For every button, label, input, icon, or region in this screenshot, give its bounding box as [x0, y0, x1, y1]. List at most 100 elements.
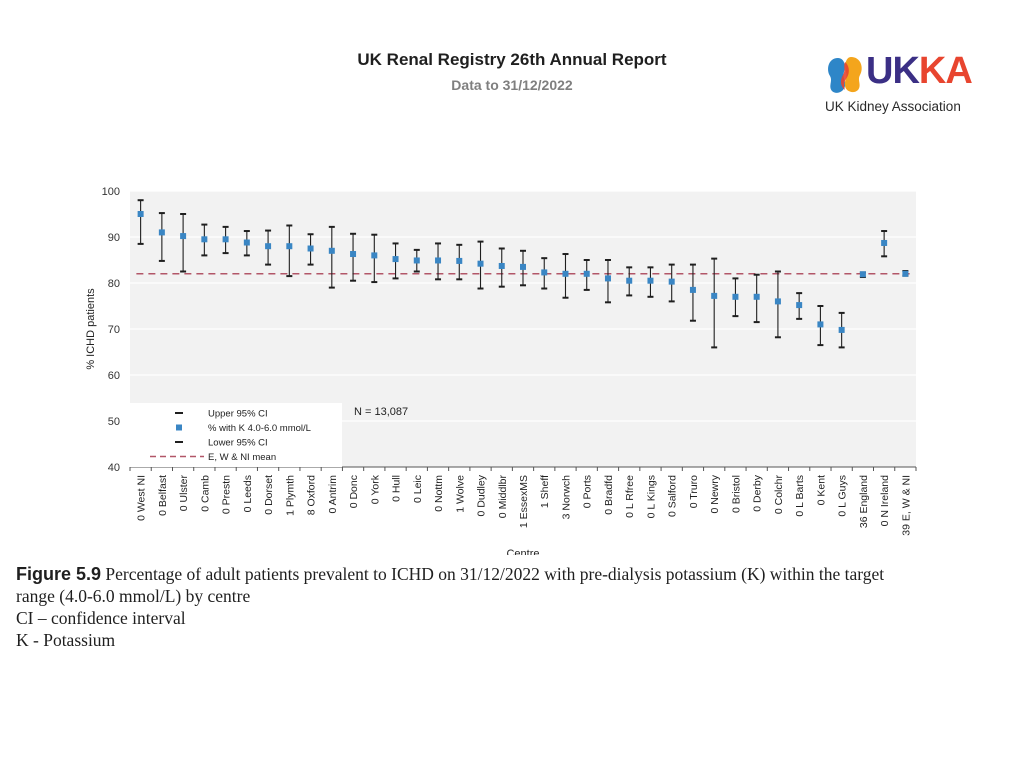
x-tick-label: 0 Prestn	[221, 475, 233, 514]
data-point	[435, 257, 442, 264]
x-tick-label: 0 Derby	[752, 474, 764, 512]
x-tick-label: 0 Hull	[391, 475, 403, 502]
y-tick-label-80: 80	[108, 278, 120, 290]
x-tick-label: 0 L Rfree	[624, 475, 636, 518]
x-tick-label: 0 Middlbr	[497, 474, 509, 518]
figure-label: Figure 5.9	[16, 564, 102, 584]
data-point	[222, 236, 229, 243]
legend-label: E, W & NI mean	[208, 452, 276, 463]
data-point	[562, 270, 569, 277]
data-point	[817, 321, 824, 328]
x-tick-label: 0 Colchr	[773, 475, 785, 515]
caption-text-2: range (4.0-6.0 mmol/L) by centre	[16, 586, 251, 606]
report-subtitle: Data to 31/12/2022	[451, 77, 573, 93]
data-point	[753, 293, 760, 300]
legend-label: Lower 95% CI	[208, 438, 268, 449]
x-tick-label: 0 Bristol	[730, 475, 742, 513]
data-point	[711, 292, 718, 299]
kidney-logo-icon	[828, 57, 862, 93]
data-point	[838, 326, 845, 333]
data-point	[180, 233, 187, 240]
caption-note-ci: CI – confidence interval	[16, 608, 186, 628]
x-tick-label: 0 West NI	[136, 475, 148, 521]
x-tick-label: 1 EssexMS	[518, 475, 530, 528]
x-tick-label: 0 Newry	[709, 474, 721, 513]
x-tick-label: 0 York	[369, 474, 381, 504]
data-point	[859, 271, 866, 278]
x-axis-title: Centre	[506, 548, 539, 555]
data-point	[541, 269, 548, 276]
data-point	[668, 278, 675, 285]
data-point	[243, 239, 250, 246]
y-tick-label-60: 60	[108, 370, 120, 382]
x-tick-label: 0 Truro	[688, 475, 700, 508]
x-tick-label: 0 Bradfd	[603, 475, 615, 515]
data-point	[201, 236, 208, 243]
sample-size-annotation: N = 13,087	[354, 406, 408, 418]
data-point	[158, 229, 165, 236]
x-tick-label: 0 Ports	[582, 475, 594, 508]
data-point	[413, 257, 420, 264]
logo-wordmark: UKKA	[866, 50, 973, 92]
x-tick-label: 1 Sheff	[539, 475, 551, 508]
data-point	[498, 262, 505, 269]
data-point	[392, 256, 399, 263]
x-tick-label: 0 Dudley	[476, 474, 488, 516]
x-tick-label: 0 Ulster	[178, 475, 190, 512]
x-tick-label: 0 Leic	[412, 475, 424, 503]
x-tick-label: 0 L Kings	[645, 475, 657, 518]
x-tick-label: 1 Plymth	[284, 475, 296, 516]
legend-label: Upper 95% CI	[208, 409, 268, 420]
data-point	[902, 270, 909, 277]
data-point	[350, 251, 357, 258]
logo-org-name: UK Kidney Association	[825, 99, 961, 114]
y-tick-label-100: 100	[102, 186, 120, 198]
y-tick-label-90: 90	[108, 232, 120, 244]
x-tick-label: 0 Camb	[199, 475, 211, 512]
data-point	[265, 243, 272, 250]
x-tick-label: 0 Nottm	[433, 475, 445, 512]
data-point	[732, 293, 739, 300]
data-point	[626, 277, 633, 284]
caption-text-1: Percentage of adult patients prevalent t…	[101, 564, 885, 584]
y-tick-label-40: 40	[108, 462, 120, 474]
data-point	[647, 277, 654, 284]
data-point	[604, 275, 611, 282]
x-tick-label: 3 Norwch	[560, 475, 572, 520]
data-point	[477, 260, 484, 267]
report-title: UK Renal Registry 26th Annual Report	[357, 50, 667, 69]
x-tick-label: 39 E, W & NI	[900, 475, 912, 536]
data-point	[137, 211, 144, 217]
x-tick-label: 0 Belfast	[157, 475, 169, 516]
y-axis-title: % ICHD patients	[85, 288, 97, 370]
ukka-logo: UKKA UK Kidney Association	[822, 50, 994, 120]
x-tick-label: 1 Wolve	[454, 475, 466, 513]
x-tick-label: 0 L Guys	[837, 475, 849, 517]
x-tick-label: 0 Dorset	[263, 475, 275, 515]
legend-marker-point	[176, 424, 182, 431]
x-tick-label: 0 Salford	[667, 475, 679, 517]
x-tick-label: 0 Antrim	[327, 475, 339, 514]
data-point	[881, 239, 888, 246]
data-point	[307, 245, 314, 252]
x-tick-label: 0 Leeds	[242, 475, 254, 512]
data-point	[689, 286, 696, 293]
potassium-by-centre-chart: 40 50 60 70 80 90 100 0 West NI 0 Belfast 0 Ulste…	[85, 186, 917, 555]
data-point	[286, 243, 293, 250]
x-tick-label: 0 Donc	[348, 475, 360, 508]
data-point	[456, 257, 463, 264]
data-point	[774, 298, 781, 305]
x-tick-label: 0 L Barts	[794, 475, 806, 517]
data-point	[520, 263, 526, 270]
x-tick-label: 8 Oxford	[306, 475, 318, 515]
caption-note-k: K - Potassium	[16, 630, 116, 650]
figure-caption: Figure 5.9 Percentage of adult patients …	[16, 563, 1006, 651]
data-point	[796, 302, 803, 309]
legend-label: % with K 4.0-6.0 mmol/L	[208, 423, 311, 434]
y-tick-label-50: 50	[108, 416, 120, 428]
x-tick-label: 0 Kent	[815, 475, 827, 505]
data-point	[371, 252, 378, 259]
data-point	[583, 270, 590, 277]
x-tick-label: 36 England	[858, 475, 870, 528]
data-point	[328, 247, 335, 254]
